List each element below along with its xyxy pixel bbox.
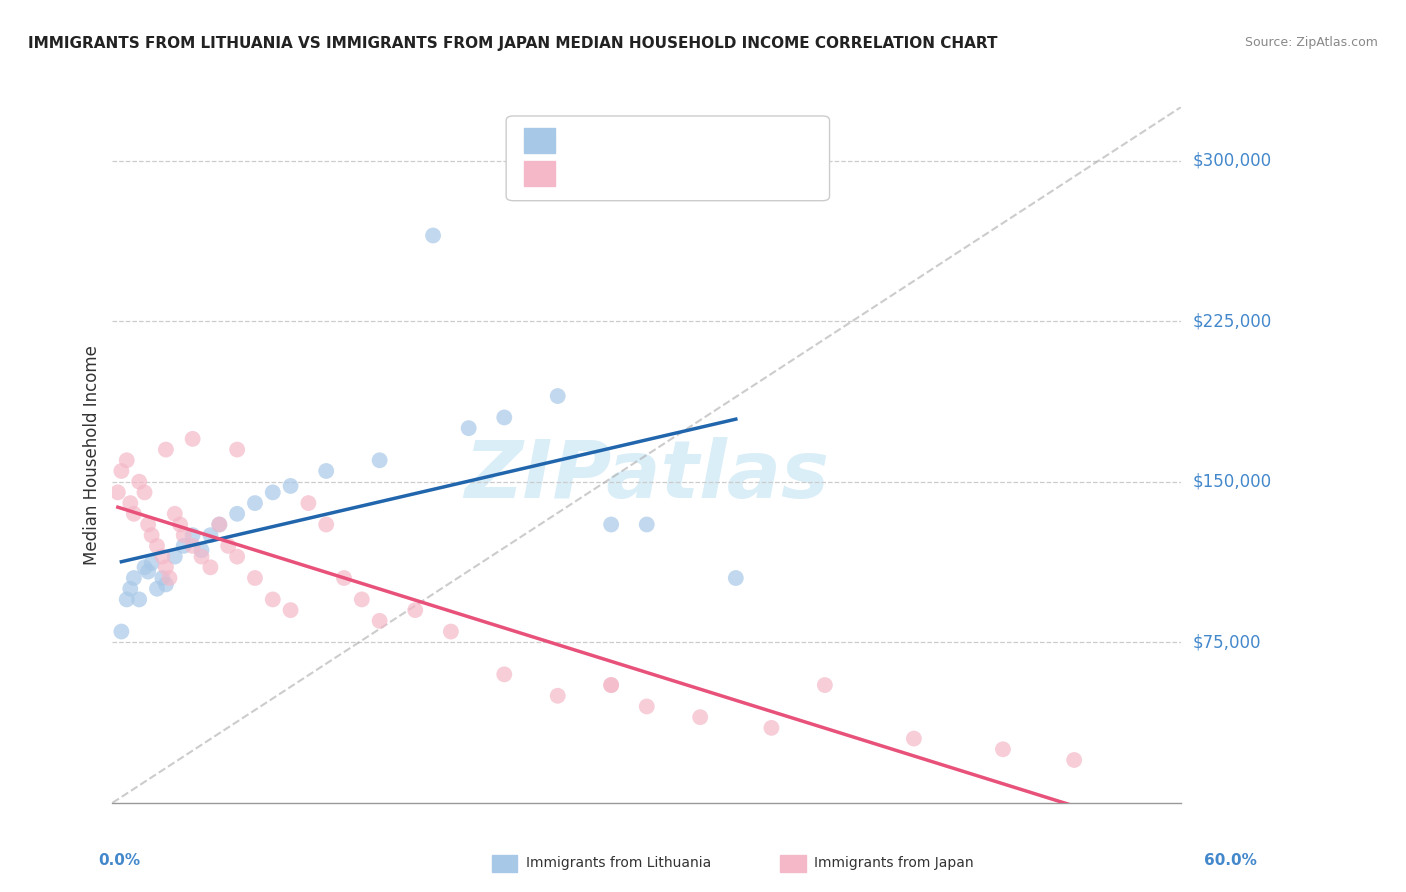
Point: [333, 571, 356, 585]
Point: [110, 624, 132, 639]
Point: [457, 421, 479, 435]
Point: [128, 475, 150, 489]
Point: [404, 603, 426, 617]
Point: [150, 549, 173, 564]
Point: [141, 528, 163, 542]
Point: [190, 543, 212, 558]
Point: [150, 571, 173, 585]
Point: [110, 464, 132, 478]
Text: 0.0%: 0.0%: [98, 854, 141, 868]
Point: [547, 689, 569, 703]
Point: [200, 560, 222, 574]
Point: [155, 577, 177, 591]
Point: [163, 507, 186, 521]
Point: [280, 603, 302, 617]
Point: [173, 528, 195, 542]
Point: [155, 442, 177, 457]
Point: [689, 710, 711, 724]
Point: [600, 678, 623, 692]
Point: [122, 571, 145, 585]
Point: [547, 389, 569, 403]
Point: [440, 624, 463, 639]
Text: Source: ZipAtlas.com: Source: ZipAtlas.com: [1244, 36, 1378, 49]
Point: [494, 410, 516, 425]
Point: [494, 667, 516, 681]
Point: [297, 496, 319, 510]
Point: [169, 517, 191, 532]
Point: [181, 528, 204, 542]
Point: [115, 453, 138, 467]
Point: [262, 485, 284, 500]
Text: $300,000: $300,000: [1192, 152, 1271, 169]
Text: Immigrants from Japan: Immigrants from Japan: [814, 856, 974, 871]
Point: [368, 614, 391, 628]
Point: [120, 496, 142, 510]
Point: [173, 539, 195, 553]
Point: [115, 592, 138, 607]
Point: [1063, 753, 1085, 767]
Point: [107, 485, 129, 500]
Point: [200, 528, 222, 542]
Text: $75,000: $75,000: [1192, 633, 1261, 651]
Point: [226, 549, 249, 564]
Point: [155, 560, 177, 574]
Point: [134, 560, 156, 574]
Point: [134, 485, 156, 500]
Point: [280, 479, 302, 493]
Point: [814, 678, 837, 692]
Point: [181, 539, 204, 553]
Point: [136, 517, 159, 532]
Point: [181, 432, 204, 446]
Point: [120, 582, 142, 596]
Point: [146, 539, 169, 553]
Point: [315, 517, 337, 532]
Text: IMMIGRANTS FROM LITHUANIA VS IMMIGRANTS FROM JAPAN MEDIAN HOUSEHOLD INCOME CORRE: IMMIGRANTS FROM LITHUANIA VS IMMIGRANTS …: [28, 36, 998, 51]
Text: Immigrants from Lithuania: Immigrants from Lithuania: [526, 856, 711, 871]
Text: $225,000: $225,000: [1192, 312, 1271, 330]
Point: [226, 442, 249, 457]
Point: [350, 592, 373, 607]
Text: R =: R =: [564, 167, 598, 181]
Point: [600, 678, 623, 692]
Point: [136, 565, 159, 579]
Y-axis label: Median Household Income: Median Household Income: [83, 345, 101, 565]
Point: [600, 517, 623, 532]
Text: ZIPatlas: ZIPatlas: [464, 437, 830, 515]
Point: [636, 699, 658, 714]
Point: [141, 556, 163, 570]
Text: R =: R =: [564, 133, 598, 147]
Point: [243, 571, 266, 585]
Point: [217, 539, 239, 553]
Point: [991, 742, 1014, 756]
Point: [122, 507, 145, 521]
Text: 60.0%: 60.0%: [1204, 854, 1257, 868]
Point: [128, 592, 150, 607]
Point: [636, 517, 658, 532]
Point: [262, 592, 284, 607]
Text: 0.591  N = 30: 0.591 N = 30: [605, 133, 725, 147]
Text: $150,000: $150,000: [1192, 473, 1271, 491]
Point: [159, 571, 181, 585]
Point: [368, 453, 391, 467]
Point: [315, 464, 337, 478]
Point: [208, 517, 231, 532]
Point: [243, 496, 266, 510]
Point: [146, 582, 169, 596]
Point: [724, 571, 747, 585]
Point: [761, 721, 783, 735]
Point: [226, 507, 249, 521]
Point: [208, 517, 231, 532]
Point: [903, 731, 925, 746]
Point: [422, 228, 444, 243]
Text: -0.663  N = 46: -0.663 N = 46: [605, 167, 727, 181]
Point: [190, 549, 212, 564]
Point: [163, 549, 186, 564]
